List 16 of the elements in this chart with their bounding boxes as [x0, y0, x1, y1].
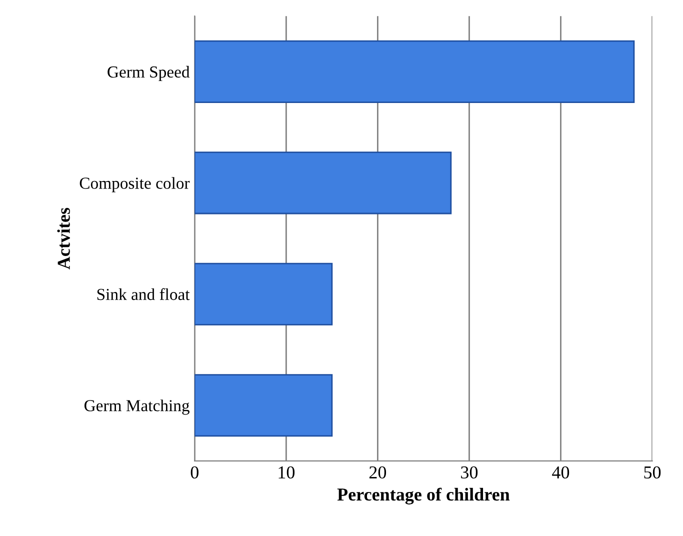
x-tick-label: 30 [461, 466, 478, 479]
y-tick-label: Composite color [80, 177, 190, 192]
x-tick-label: 50 [644, 466, 661, 479]
bar [194, 374, 333, 437]
x-tick-label: 10 [278, 466, 295, 479]
y-tick-label: Sink and float [97, 288, 190, 300]
x-tick-label: 20 [369, 466, 386, 479]
x-axis-title: Percentage of children [337, 488, 510, 504]
y-tick-label: Germ Speed [108, 66, 190, 82]
y-axis-title: Actvites [57, 208, 70, 270]
x-tick-label: 0 [190, 466, 198, 479]
bar [194, 262, 333, 326]
bar [194, 40, 635, 103]
y-tick-label: Germ Matching [84, 400, 190, 415]
bar [194, 152, 452, 214]
x-tick-label: 40 [552, 466, 570, 479]
